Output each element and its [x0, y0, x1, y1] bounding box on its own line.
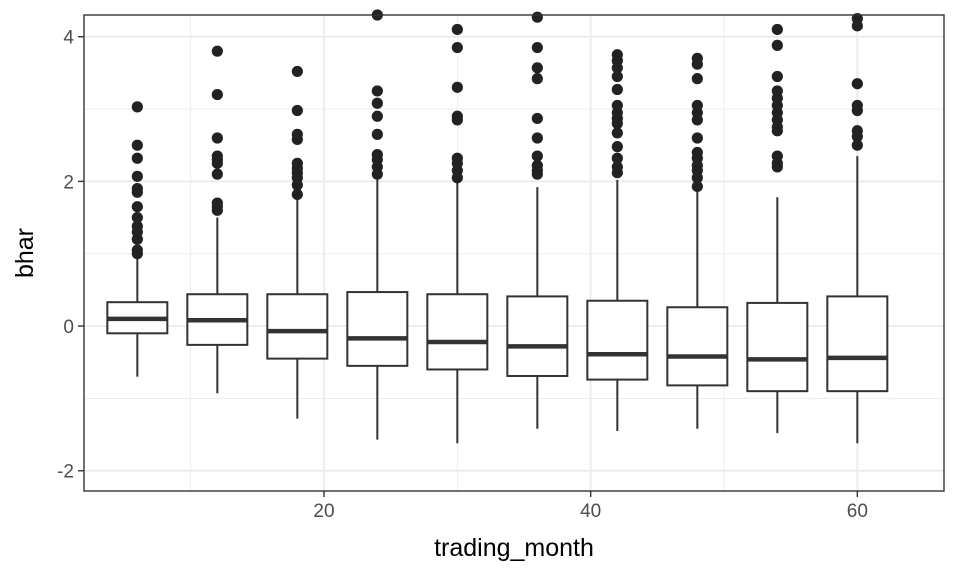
- outlier-point: [291, 104, 303, 117]
- outlier-point: [531, 41, 543, 54]
- outlier-point: [371, 128, 383, 140]
- outlier-point: [371, 149, 383, 161]
- box-group: [346, 9, 409, 440]
- outlier-point: [451, 41, 463, 54]
- outlier-point: [771, 39, 783, 51]
- outlier-point: [211, 132, 223, 144]
- box-group: [186, 45, 249, 394]
- outlier-point: [691, 132, 703, 144]
- outlier-point: [371, 97, 383, 109]
- outlier-point: [131, 101, 143, 113]
- outlier-point: [531, 112, 543, 125]
- panel-border: [83, 14, 945, 492]
- y-tick-label: 2: [63, 172, 74, 193]
- outlier-point: [611, 161, 623, 173]
- outlier-point: [211, 88, 223, 101]
- x-tick-label: 20: [313, 501, 334, 522]
- outlier-point: [611, 141, 623, 153]
- outlier-point: [611, 70, 623, 83]
- outlier-point: [691, 99, 703, 112]
- outlier-point: [291, 157, 303, 169]
- outlier-point: [211, 168, 223, 180]
- outlier-point: [531, 11, 543, 23]
- outlier-point: [131, 152, 143, 164]
- outlier-point: [691, 146, 703, 159]
- outlier-point: [211, 150, 223, 162]
- axes: 20 40 60 -2 0 2 4: [57, 28, 868, 522]
- x-tick-label: 40: [580, 501, 601, 522]
- outlier-point: [771, 23, 783, 36]
- outlier-point: [291, 128, 303, 140]
- outlier-point: [691, 73, 703, 85]
- outlier-point: [531, 159, 543, 172]
- outlier-point: [531, 132, 543, 144]
- outlier-point: [451, 81, 463, 93]
- box-group: [426, 23, 489, 444]
- box-iqr: [426, 293, 489, 371]
- box-group: [746, 23, 809, 434]
- outlier-point: [851, 13, 863, 25]
- outlier-point: [211, 45, 223, 57]
- box-iqr: [506, 295, 569, 377]
- y-tick-label: 0: [63, 317, 74, 338]
- outlier-point: [531, 62, 543, 74]
- outlier-point: [131, 183, 143, 195]
- outlier-point: [611, 99, 623, 112]
- box-group: [826, 13, 889, 444]
- outlier-point: [611, 127, 623, 139]
- outlier-point: [531, 150, 543, 162]
- outlier-point: [131, 139, 143, 151]
- box-group: [266, 65, 329, 419]
- outlier-point: [851, 78, 863, 90]
- outlier-point: [851, 139, 863, 151]
- box-group: [106, 101, 169, 377]
- box-iqr: [746, 301, 809, 393]
- outlier-point: [291, 188, 303, 201]
- outlier-point: [131, 170, 143, 182]
- outlier-point: [691, 52, 703, 65]
- box-group: [666, 52, 729, 429]
- outlier-point: [691, 180, 703, 193]
- y-axis-title: bhar: [11, 228, 39, 278]
- y-tick-label: 4: [63, 28, 74, 49]
- outlier-point: [611, 49, 623, 61]
- box-iqr: [346, 291, 409, 367]
- outlier-point: [771, 85, 783, 97]
- outlier-point: [451, 152, 463, 164]
- boxes: [106, 9, 889, 444]
- outlier-point: [371, 110, 383, 122]
- outlier-point: [211, 197, 223, 209]
- box-iqr: [666, 306, 729, 387]
- outlier-point: [851, 99, 863, 112]
- outlier-point: [851, 125, 863, 137]
- box-group: [506, 11, 569, 429]
- x-axis-title: trading_month: [434, 534, 594, 562]
- outlier-point: [371, 85, 383, 97]
- outlier-point: [771, 150, 783, 162]
- outlier-point: [451, 110, 463, 122]
- box-iqr: [266, 293, 329, 360]
- outlier-point: [131, 201, 143, 213]
- box-group: [586, 49, 649, 431]
- outlier-point: [611, 83, 623, 96]
- outlier-point: [131, 220, 143, 232]
- y-tick-label: -2: [57, 462, 74, 483]
- box-iqr: [826, 295, 889, 393]
- outlier-point: [131, 211, 143, 224]
- outlier-point: [771, 70, 783, 83]
- x-tick-label: 60: [847, 501, 868, 522]
- outlier-point: [131, 244, 143, 256]
- box-iqr: [586, 299, 649, 381]
- outlier-point: [451, 23, 463, 36]
- outlier-point: [531, 73, 543, 85]
- outlier-point: [611, 152, 623, 164]
- outlier-point: [291, 65, 303, 78]
